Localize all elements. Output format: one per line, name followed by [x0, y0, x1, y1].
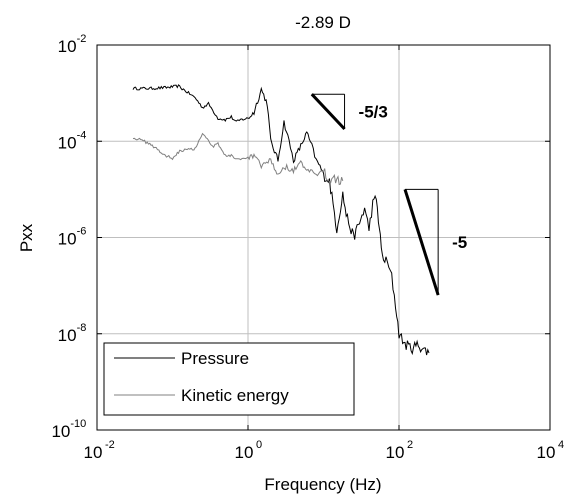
annotation-layer: -5/3 -5 — [310, 93, 467, 296]
x-tick-label: 10 — [386, 443, 405, 462]
x-tick-exponent: 4 — [558, 439, 564, 451]
x-tick-exponent: -2 — [105, 439, 115, 451]
y-axis-label: Pxx — [17, 223, 36, 252]
slope-line — [310, 93, 346, 131]
slope-label: -5/3 — [359, 103, 388, 122]
y-tick-exponent: -4 — [77, 129, 87, 141]
x-tick-exponent: 0 — [256, 439, 262, 451]
legend-label-kinetic-energy: Kinetic energy — [181, 386, 289, 405]
y-tick-exponent: -10 — [70, 418, 86, 430]
y-tick-label: 10 — [51, 422, 70, 441]
y-tick-exponent: -2 — [77, 33, 87, 45]
y-tick-label: 10 — [58, 326, 77, 345]
x-tick-label: 10 — [84, 443, 103, 462]
y-tick-label: 10 — [58, 37, 77, 56]
chart-title: -2.89 D — [295, 13, 351, 32]
x-tick-exponent: 2 — [407, 439, 413, 451]
slope-label: -5 — [452, 233, 467, 252]
legend-label-pressure: Pressure — [181, 349, 249, 368]
series-layer — [132, 84, 430, 356]
x-axis-label: Frequency (Hz) — [264, 475, 381, 494]
series-line-pressure — [132, 84, 430, 356]
slope-line — [403, 188, 440, 296]
y-tick-label: 10 — [58, 230, 77, 249]
y-tick-exponent: -8 — [77, 322, 87, 334]
series-line-kinetic-energy — [132, 132, 344, 186]
x-tick-label: 10 — [235, 443, 254, 462]
y-tick-exponent: -6 — [77, 226, 87, 238]
x-ticks: 10 -2 10 0 10 2 10 4 — [84, 45, 564, 462]
y-tick-label: 10 — [58, 133, 77, 152]
legend: Pressure Kinetic energy — [103, 342, 355, 416]
x-tick-label: 10 — [537, 443, 556, 462]
legend-box — [103, 342, 355, 416]
